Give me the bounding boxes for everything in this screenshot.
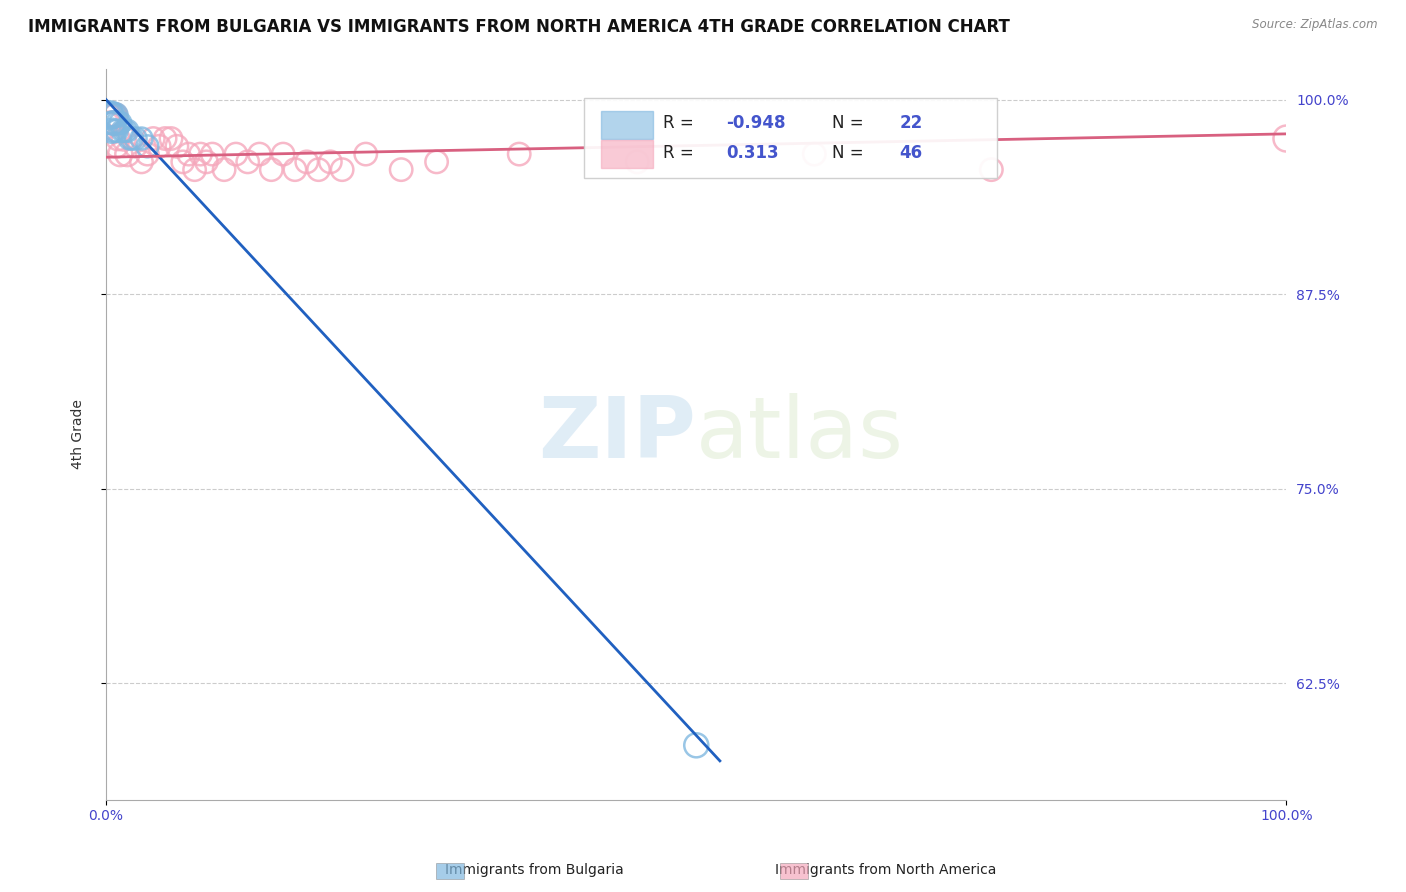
Point — [104, 108, 127, 122]
Point — [117, 147, 139, 161]
Point — [114, 124, 136, 138]
Point — [124, 139, 146, 153]
Point — [1275, 131, 1298, 145]
Point — [148, 139, 170, 153]
Text: N =: N = — [832, 144, 869, 161]
Point — [105, 139, 128, 153]
Point — [131, 154, 153, 169]
Point — [136, 147, 159, 161]
Point — [685, 739, 707, 753]
Point — [101, 116, 124, 130]
Point — [308, 162, 330, 177]
Point — [177, 147, 200, 161]
Point — [260, 162, 283, 177]
Point — [284, 162, 307, 177]
Point — [96, 116, 118, 130]
Point — [153, 131, 176, 145]
Point — [97, 108, 120, 122]
Point — [107, 131, 129, 145]
Text: Immigrants from Bulgaria: Immigrants from Bulgaria — [444, 863, 624, 877]
Point — [111, 124, 134, 138]
Point — [103, 108, 125, 122]
Text: -0.948: -0.948 — [725, 114, 786, 132]
Point — [319, 154, 342, 169]
Point — [124, 131, 146, 145]
Text: atlas: atlas — [696, 392, 904, 475]
Text: R =: R = — [664, 114, 699, 132]
Point — [104, 108, 127, 122]
Text: ZIP: ZIP — [538, 392, 696, 475]
Point — [980, 162, 1002, 177]
Text: 46: 46 — [900, 144, 922, 161]
Point — [626, 154, 648, 169]
Text: Source: ZipAtlas.com: Source: ZipAtlas.com — [1253, 18, 1378, 31]
Point — [110, 116, 132, 130]
Text: Immigrants from North America: Immigrants from North America — [775, 863, 997, 877]
FancyBboxPatch shape — [583, 98, 997, 178]
Text: 0.313: 0.313 — [725, 144, 779, 161]
Point — [142, 131, 165, 145]
Point — [271, 147, 294, 161]
Point — [136, 139, 159, 153]
Point — [426, 154, 449, 169]
Point — [195, 154, 218, 169]
Point — [98, 108, 121, 122]
Text: N =: N = — [832, 114, 869, 132]
Point — [100, 108, 122, 122]
Point — [101, 124, 124, 138]
Point — [103, 124, 125, 138]
Point — [101, 108, 124, 122]
Point — [249, 147, 271, 161]
Point — [118, 131, 141, 145]
Point — [100, 116, 122, 130]
Text: R =: R = — [664, 144, 699, 161]
Point — [354, 147, 377, 161]
Point — [236, 154, 259, 169]
Point — [803, 147, 825, 161]
Point — [117, 124, 139, 138]
Point — [295, 154, 318, 169]
Point — [103, 116, 125, 130]
Point — [112, 131, 135, 145]
Text: 22: 22 — [900, 114, 922, 132]
Point — [160, 131, 183, 145]
Point — [330, 162, 353, 177]
Point — [101, 116, 124, 130]
Point — [110, 147, 132, 161]
Point — [172, 154, 194, 169]
Point — [121, 131, 143, 145]
Text: IMMIGRANTS FROM BULGARIA VS IMMIGRANTS FROM NORTH AMERICA 4TH GRADE CORRELATION : IMMIGRANTS FROM BULGARIA VS IMMIGRANTS F… — [28, 18, 1010, 36]
Point — [105, 124, 128, 138]
Point — [508, 147, 530, 161]
Point — [97, 108, 120, 122]
Point — [131, 131, 153, 145]
Point — [101, 116, 124, 130]
Point — [225, 147, 247, 161]
Y-axis label: 4th Grade: 4th Grade — [72, 400, 86, 469]
FancyBboxPatch shape — [600, 111, 652, 139]
Point — [166, 139, 188, 153]
Point — [183, 162, 205, 177]
Point — [107, 116, 129, 130]
Point — [212, 162, 235, 177]
Point — [201, 147, 224, 161]
Point — [389, 162, 412, 177]
Point — [190, 147, 212, 161]
Point — [100, 108, 122, 122]
FancyBboxPatch shape — [600, 140, 652, 168]
Point — [98, 116, 121, 130]
